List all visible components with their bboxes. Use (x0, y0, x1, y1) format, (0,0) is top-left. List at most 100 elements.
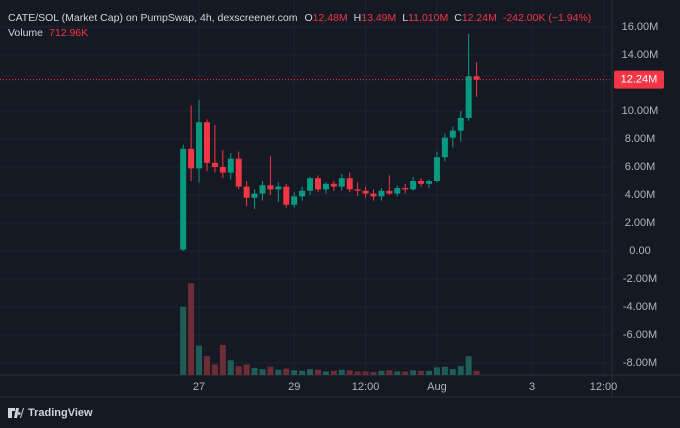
high-label: H (353, 12, 362, 24)
candle-body (259, 185, 266, 194)
volume-value: 712.96K (49, 27, 89, 39)
close-label: C (454, 12, 462, 24)
legend-row: CATE/SOL (Market Cap) on PumpSwap, 4h, d… (8, 11, 593, 26)
candle-body (314, 178, 321, 190)
candles (180, 34, 480, 251)
volume-bar (386, 370, 393, 375)
change-value: -242.00K (−1.94%) (502, 12, 592, 24)
volume-bar (180, 306, 187, 375)
y-tick-label: 14.00M (622, 49, 659, 61)
symbol: CATE/SOL (Market Cap) on PumpSwap, 4h, d… (8, 12, 298, 24)
logo-icon (8, 408, 24, 418)
candle-body (465, 76, 472, 119)
candle-body (457, 118, 464, 131)
volume-bar (473, 370, 480, 375)
volume-bar (370, 372, 377, 375)
candle-body (203, 122, 210, 163)
open-label: O (304, 12, 313, 24)
candle-body (370, 193, 377, 197)
candle-body (449, 130, 456, 138)
volume-bar (251, 367, 258, 375)
candle-body (227, 158, 234, 173)
logo[interactable]: TradingView (8, 407, 93, 419)
candle-body (267, 185, 274, 190)
volume-bar (378, 370, 385, 375)
candle-body (378, 190, 385, 197)
volume-bar (227, 360, 234, 375)
candle-body (473, 76, 480, 80)
volume-bar (283, 368, 290, 375)
candle-body (322, 183, 329, 190)
candle-body (180, 148, 187, 250)
volume-bar (410, 370, 417, 375)
y-tick-label: 4.00M (625, 189, 656, 201)
volume-bar (338, 369, 345, 375)
volume-bar (346, 370, 353, 375)
y-tick-label: -8.00M (623, 357, 657, 369)
candle-body (251, 193, 258, 198)
volume-bar (322, 371, 329, 375)
candle-body (410, 180, 417, 190)
volume-bar (235, 366, 242, 375)
volume-row: Volume 712.96K (8, 26, 593, 41)
candle-body (394, 187, 401, 194)
y-tick-label: 10.00M (622, 105, 659, 117)
y-tick-label: -4.00M (623, 301, 657, 313)
high-value: 13.49M (361, 12, 397, 24)
y-tick-label: 16.00M (622, 21, 659, 33)
low-label: L (402, 12, 409, 24)
candle-body (188, 148, 195, 169)
candle-body (402, 187, 409, 190)
logo-text: TradingView (28, 407, 93, 419)
x-tick-label: Aug (427, 381, 447, 393)
volume-bar (354, 371, 361, 375)
y-tick-label: 2.00M (625, 217, 656, 229)
y-tick-label: 0.00 (629, 245, 650, 257)
axes: 16.00M 14.00M 10.00M 8.00M 6.00M 4.00M 2.00M 0.… (0, 21, 664, 393)
volume-bar (259, 369, 266, 375)
volume-bar (426, 370, 433, 375)
y-tick-label: 8.00M (625, 133, 656, 145)
close-value: 12.24M (461, 12, 497, 24)
candle-body (211, 162, 218, 167)
volume-bar (243, 364, 250, 375)
volume-bar (418, 370, 425, 375)
candle-body (441, 137, 448, 158)
candle-body (354, 189, 361, 191)
volume-bar (188, 283, 195, 375)
volume-bar (307, 369, 314, 375)
x-tick-label: 27 (193, 381, 205, 393)
volume-bar (203, 356, 210, 375)
x-tick-label: 12:00 (352, 381, 380, 393)
candle-body (235, 158, 242, 187)
volume-pane (180, 283, 480, 375)
volume-bar (267, 366, 274, 375)
volume-bar (330, 370, 337, 375)
candle-body (346, 178, 353, 190)
y-tick-label: -6.00M (623, 329, 657, 341)
candle-body (275, 186, 282, 190)
candle-body (283, 186, 290, 205)
last-price-badge (614, 70, 664, 89)
candle-body (338, 178, 345, 187)
candle-body (291, 196, 298, 205)
volume-bar (433, 367, 440, 375)
volume-bar (441, 366, 448, 375)
volume-label: Volume (8, 27, 44, 39)
x-tick-label: 3 (529, 381, 535, 393)
volume-bar (457, 366, 464, 375)
candle-body (386, 190, 393, 194)
x-tick-label: 29 (288, 381, 300, 393)
volume-bar (275, 369, 282, 375)
candle-body (418, 180, 425, 184)
candle-body (426, 180, 433, 184)
volume-bar (291, 370, 298, 375)
y-tick-label: 6.00M (625, 161, 656, 173)
y-tick-label: -2.00M (623, 273, 657, 285)
volume-bar (402, 371, 409, 375)
low-value: 11.010M (408, 12, 449, 24)
volume-bar (299, 370, 306, 375)
